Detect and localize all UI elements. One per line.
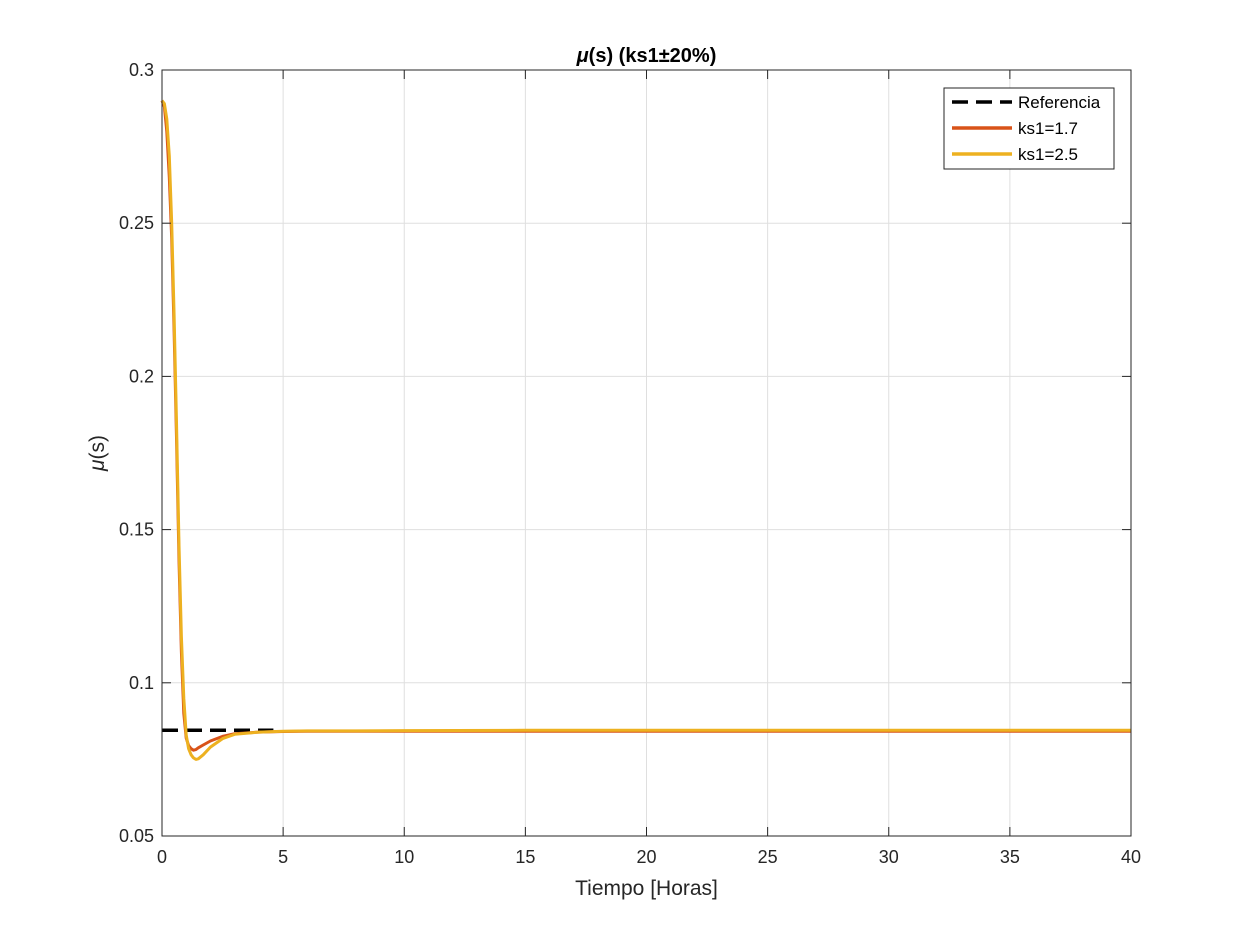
title-text: (s) (ks1±20%) <box>589 45 717 67</box>
chart-title: μ(s) (ks1±20%) <box>576 45 717 67</box>
series-line-2 <box>160 99 1131 761</box>
legend: Referencia ks1=1.7 ks1=2.5 <box>943 87 1115 170</box>
legend-label-1: ks1=1.7 <box>1018 119 1078 138</box>
y-tick-label: 0.2 <box>129 366 154 386</box>
x-tick-label: 15 <box>515 847 535 867</box>
title-symbol: μ <box>576 45 589 67</box>
x-tick-label: 0 <box>157 847 167 867</box>
x-axis-label: Tiempo [Horas] <box>575 877 718 900</box>
x-tick-label: 30 <box>879 847 899 867</box>
y-tick-label: 0.1 <box>129 673 154 693</box>
ticks: 0 5 10 15 20 25 30 35 40 0.05 0.1 0.15 0.2 0.25 0.3 <box>119 60 1141 867</box>
y-tick-label: 0.25 <box>119 213 154 233</box>
y-axis-label-symbol: μ <box>86 459 109 472</box>
y-tick-label: 0.3 <box>129 60 154 80</box>
series-lines <box>160 99 1131 761</box>
legend-items: Referencia ks1=1.7 ks1=2.5 <box>952 93 1101 164</box>
legend-label-0: Referencia <box>1018 93 1101 112</box>
x-tick-label: 25 <box>758 847 778 867</box>
y-tick-label: 0.05 <box>119 826 154 846</box>
y-axis-label: μ(s) <box>86 435 109 472</box>
x-tick-label: 20 <box>636 847 656 867</box>
x-tick-label: 10 <box>394 847 414 867</box>
x-tick-label: 5 <box>278 847 288 867</box>
y-axis-label-text: (s) <box>86 435 109 460</box>
y-tick-label: 0.15 <box>119 520 154 540</box>
legend-label-2: ks1=2.5 <box>1018 145 1078 164</box>
x-tick-label: 35 <box>1000 847 1020 867</box>
x-tick-label: 40 <box>1121 847 1141 867</box>
